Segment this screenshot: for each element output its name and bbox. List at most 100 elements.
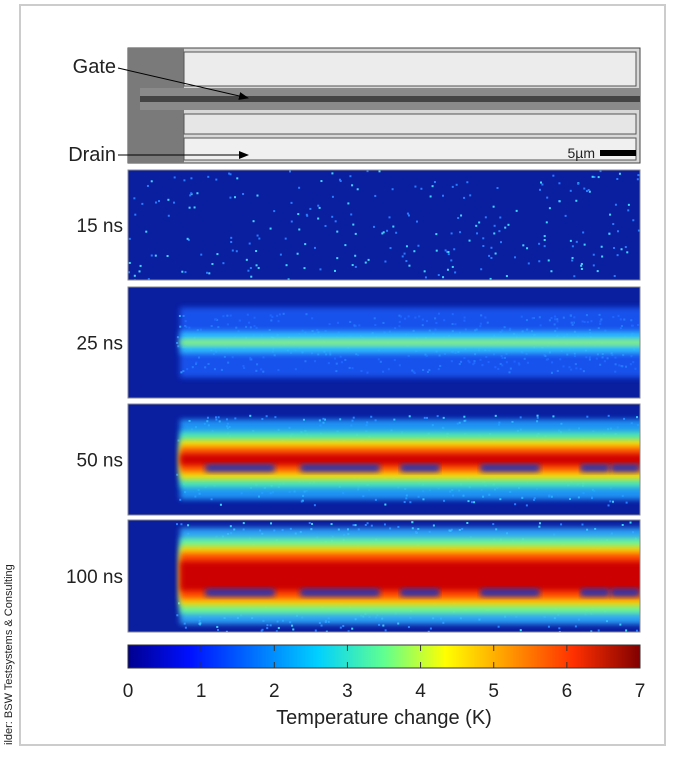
speckle [550, 270, 553, 273]
speckle [469, 194, 472, 197]
speckle [216, 625, 219, 628]
speckle [339, 418, 342, 421]
speckle [569, 239, 572, 242]
speckle [318, 206, 321, 209]
speckle [408, 415, 411, 418]
speckle [613, 246, 616, 249]
speckle [349, 175, 352, 178]
speckle [423, 416, 426, 419]
speckle [230, 240, 233, 243]
speckle [607, 414, 610, 417]
speckle [433, 181, 436, 184]
speckle [546, 196, 549, 199]
cold-gap [480, 589, 540, 596]
speckle [395, 231, 398, 234]
speckle [176, 336, 179, 339]
speckle [279, 253, 282, 256]
speckle [256, 234, 259, 237]
speckle [436, 415, 439, 418]
speckle [577, 182, 580, 185]
speckle [414, 185, 417, 188]
speckle [344, 244, 347, 247]
speckle [167, 198, 170, 201]
speckle [138, 270, 141, 273]
speckle [190, 177, 193, 180]
speckle [216, 628, 219, 631]
speckle [431, 185, 434, 188]
speckle [538, 525, 541, 528]
speckle [225, 418, 228, 421]
speckle [627, 209, 630, 212]
micrograph [117, 47, 641, 164]
speckle [417, 244, 420, 247]
speckle [217, 416, 220, 419]
panel-label: 15 ns [77, 216, 123, 237]
speckle [504, 226, 507, 229]
speckle [356, 188, 359, 191]
speckle [383, 523, 386, 526]
speckle [547, 259, 550, 262]
gate-label: Gate [73, 56, 116, 78]
speckle [188, 206, 191, 209]
speckle [624, 246, 627, 249]
speckle [536, 414, 539, 417]
speckle [538, 260, 541, 263]
speckle [498, 230, 501, 233]
speckle [186, 237, 189, 240]
speckle [588, 190, 591, 193]
speckle [613, 275, 616, 278]
speckle [536, 416, 539, 419]
speckle [228, 172, 231, 175]
speckle [441, 194, 444, 197]
speckle [320, 180, 323, 183]
speckle [475, 224, 478, 227]
speckle [336, 230, 339, 233]
speckle [305, 213, 308, 216]
speckle [354, 254, 357, 257]
speckle [145, 230, 148, 233]
speckle [621, 523, 624, 526]
speckle [382, 231, 385, 234]
speckle [173, 176, 176, 179]
speckle [635, 629, 638, 632]
speckle [370, 524, 373, 527]
speckle [354, 524, 357, 527]
speckle [179, 498, 182, 501]
drain-label: Drain [68, 144, 116, 166]
speckle [352, 416, 355, 419]
speckle [526, 247, 529, 250]
colorbar [127, 644, 641, 669]
speckle [147, 278, 150, 280]
speckle [330, 523, 333, 526]
speckle [494, 252, 497, 255]
panel-border [127, 286, 641, 399]
speckle [339, 180, 342, 183]
speckle [331, 215, 334, 218]
speckle [548, 207, 551, 210]
speckle [331, 195, 334, 198]
speckle [342, 624, 345, 627]
speckle [597, 629, 600, 632]
speckle [366, 170, 369, 173]
speckle [347, 202, 350, 205]
speckle [255, 264, 258, 267]
speckle [255, 250, 258, 253]
speckle [432, 524, 435, 527]
tick-label: 6 [562, 681, 573, 702]
speckle [128, 271, 131, 274]
speckle [564, 214, 567, 217]
cold-gap [400, 464, 440, 472]
speckle [270, 522, 273, 525]
speckle [527, 262, 530, 265]
speckle [429, 627, 432, 630]
speckle [325, 630, 328, 632]
speckle [635, 416, 638, 419]
speckle [538, 522, 541, 525]
speckle [141, 202, 144, 205]
speckle [364, 524, 367, 527]
tick-label: 3 [342, 681, 353, 702]
speckle [189, 194, 192, 197]
cold-gap [610, 464, 640, 472]
speckle [623, 417, 626, 420]
speckle [229, 173, 232, 176]
